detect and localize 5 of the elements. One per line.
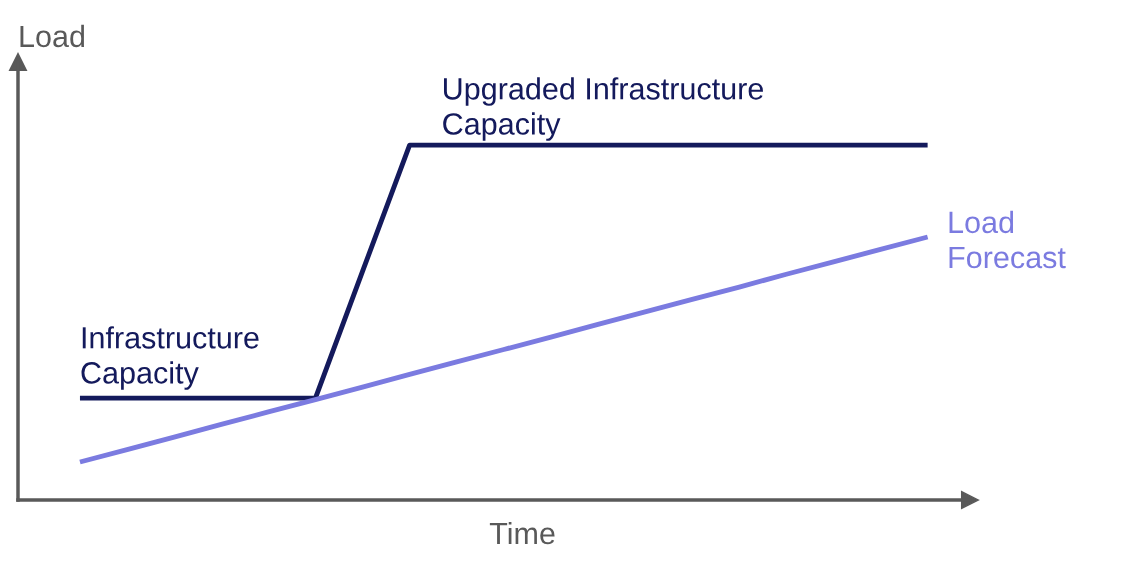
series-label: Infrastructure Capacity bbox=[81, 326, 259, 390]
x-axis-title: Time bbox=[489, 521, 555, 545]
text: Upgraded Infrastructure Capacity bbox=[443, 77, 763, 141]
y-axis-title: Load bbox=[20, 24, 85, 48]
series-label: Load Forecast bbox=[949, 210, 1066, 269]
